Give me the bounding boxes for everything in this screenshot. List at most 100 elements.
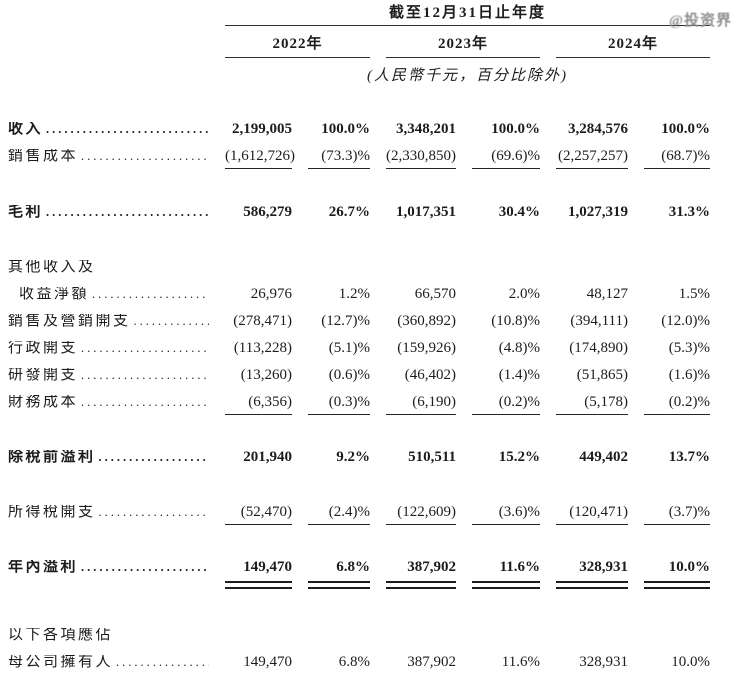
value-2023: (2,330,850)	[386, 148, 456, 169]
value-2023: 510,511	[408, 449, 456, 465]
value-2023: (46,402)	[404, 367, 456, 383]
pct-2023: (10.8)%	[491, 313, 540, 329]
header-period-row: 截至12月31日止年度	[8, 6, 710, 26]
pct-2022: 6.8%	[308, 560, 370, 589]
pct-2024: (12.0)%	[661, 313, 710, 329]
value-2022: (13,260)	[240, 367, 292, 383]
value-2023: 66,570	[414, 286, 456, 302]
year-header-2022: 2022年	[225, 37, 370, 58]
row-admin-expenses: 行政開支 (113,228) (5.1)% (159,926) (4.8)% (…	[8, 341, 710, 356]
row-label: 收入	[8, 122, 209, 137]
row-gross-profit: 毛利 586,279 26.7% 1,017,351 30.4% 1,027,3…	[8, 205, 710, 220]
value-2023: (360,892)	[397, 313, 456, 329]
row-label: 所得稅開支	[8, 505, 209, 520]
pct-2023: 2.0%	[508, 286, 540, 302]
row-label-text: 收入	[8, 122, 44, 137]
row-label: 財務成本	[8, 395, 209, 410]
value-2022: (1,612,726)	[225, 148, 295, 169]
year-header-2024: 2024年	[556, 37, 710, 58]
dot-leader	[43, 205, 209, 220]
pct-2023: (69.6)%	[472, 149, 540, 169]
value-2023: 387,902	[386, 560, 456, 589]
value-2024: (51,865)	[576, 367, 628, 383]
value-2024: 48,127	[586, 286, 628, 302]
dot-leader	[78, 395, 209, 410]
pct-2022: (0.6)%	[328, 367, 370, 383]
value-2024: (5,178)	[556, 395, 628, 415]
row-income-tax-expense: 所得稅開支 (52,470) (2.4)% (122,609) (3.6)% (…	[8, 505, 710, 525]
value-2022: 26,976	[250, 286, 292, 302]
row-other-income-line1: 其他收入及	[8, 260, 710, 275]
row-label-text: 財務成本	[8, 395, 79, 410]
pct-2024: 10.0%	[644, 560, 710, 589]
value-2022: (113,228)	[233, 340, 292, 356]
value-2022: 149,470	[225, 560, 292, 589]
row-rd-expenses: 研發開支 (13,260) (0.6)% (46,402) (1.4)% (51…	[8, 368, 710, 383]
row-label: 銷售及營銷開支	[8, 314, 209, 329]
pct-2024: (68.7)%	[644, 149, 710, 169]
value-2024: 449,402	[579, 449, 628, 465]
value-2022: 2,199,005	[232, 121, 292, 137]
row-other-income-line2: 收益淨額 26,976 1.2% 66,570 2.0% 48,127 1.5%	[8, 287, 710, 302]
dot-leader	[78, 149, 209, 164]
pct-2024: 13.7%	[668, 449, 710, 465]
row-label: 年內溢利	[8, 560, 209, 575]
pct-2024: (5.3)%	[668, 340, 710, 356]
row-label: 除稅前溢利	[8, 450, 209, 465]
pct-2023: (3.6)%	[472, 505, 540, 525]
pct-2023: (4.8)%	[498, 340, 540, 356]
value-2024: (2,257,257)	[556, 148, 628, 169]
unit-note: (人民幣千元，百分比除外)	[367, 68, 568, 84]
pct-2023: 100.0%	[491, 121, 540, 137]
pct-2023: (1.4)%	[498, 367, 540, 383]
pct-2022: (2.4)%	[308, 505, 370, 525]
row-profit-before-tax: 除稅前溢利 201,940 9.2% 510,511 15.2% 449,402…	[8, 450, 710, 465]
pct-2024: 10.0%	[671, 654, 710, 670]
pct-2022: (5.1)%	[328, 340, 370, 356]
dot-leader	[43, 122, 209, 137]
value-2024: 1,027,319	[568, 204, 628, 220]
value-2022: (278,471)	[233, 313, 292, 329]
row-label-text: 母公司擁有人	[8, 655, 114, 670]
row-cost-of-sales: 銷售成本 (1,612,726) (73.3)% (2,330,850) (69…	[8, 148, 710, 169]
value-2022: 586,279	[243, 204, 292, 220]
value-2024: 328,931	[556, 560, 628, 589]
row-label: 毛利	[8, 205, 209, 220]
row-label-text: 除稅前溢利	[8, 450, 96, 465]
pct-2023: 15.2%	[498, 449, 540, 465]
value-2022: 201,940	[243, 449, 292, 465]
dot-leader	[96, 450, 209, 465]
dot-leader	[78, 368, 209, 383]
header-unit-row: (人民幣千元，百分比除外)	[8, 69, 710, 84]
row-attributable-heading: 以下各項應佔	[8, 628, 710, 643]
pct-2024: 1.5%	[678, 286, 710, 302]
row-label-text: 毛利	[8, 205, 44, 220]
period-header: 截至12月31日止年度	[225, 6, 710, 26]
row-revenue: 收入 2,199,005 100.0% 3,348,201 100.0% 3,2…	[8, 122, 710, 137]
row-label-text: 年內溢利	[8, 560, 79, 575]
pct-2022: 100.0%	[321, 121, 370, 137]
pct-2023: 11.6%	[472, 560, 540, 589]
value-2024: (394,111)	[570, 313, 628, 329]
dot-leader	[96, 505, 209, 520]
pct-2022: 6.8%	[338, 654, 370, 670]
pct-2023: 11.6%	[501, 654, 540, 670]
row-label-text: 銷售成本	[8, 149, 79, 164]
value-2023: (159,926)	[397, 340, 456, 356]
row-profit-for-year: 年內溢利 149,470 6.8% 387,902 11.6% 328,931 …	[8, 560, 710, 589]
watermark-logo: @投资界	[669, 13, 732, 29]
pct-2022: (73.3)%	[308, 149, 370, 169]
value-2023: (6,190)	[386, 395, 456, 415]
row-label: 銷售成本	[8, 149, 209, 164]
row-label-text: 銷售及營銷開支	[8, 314, 131, 329]
value-2024: 3,284,576	[568, 121, 628, 137]
pct-2024: (0.2)%	[644, 395, 710, 415]
dot-leader	[113, 655, 209, 670]
pct-2024: 31.3%	[668, 204, 710, 220]
value-2023: 3,348,201	[396, 121, 456, 137]
pct-2022: (12.7)%	[321, 313, 370, 329]
value-2023: 387,902	[407, 654, 456, 670]
dot-leader	[131, 314, 209, 329]
year-header-2023: 2023年	[386, 37, 540, 58]
